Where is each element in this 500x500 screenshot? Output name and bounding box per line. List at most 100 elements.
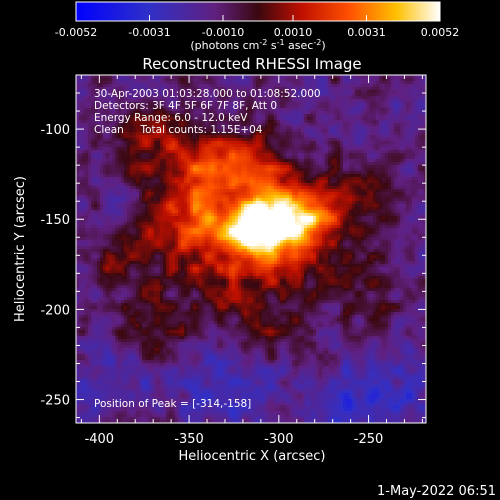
heatmap-cell [253,99,257,103]
heatmap-cell [178,105,182,109]
heatmap-cell [379,165,383,169]
heatmap-cell [211,105,215,109]
heatmap-cell [319,90,323,94]
heatmap-cell [337,177,341,181]
heatmap-cell [193,201,197,205]
heatmap-cell [298,117,302,121]
heatmap-cell [151,177,155,181]
heatmap-cell [241,141,245,145]
heatmap-cell [226,177,230,181]
heatmap-cell [232,87,236,91]
heatmap-cell [253,87,257,91]
heatmap-cell [142,78,146,82]
heatmap-cell [400,84,404,88]
heatmap-cell [373,96,377,100]
heatmap-cell [412,168,416,172]
heatmap-cell [274,144,278,148]
heatmap-cell [229,150,233,154]
heatmap-cell [340,144,344,148]
heatmap-cell [103,81,107,85]
heatmap-cell [349,114,353,118]
heatmap-cell [79,192,83,196]
heatmap-cell [325,81,329,85]
heatmap-cell [334,96,338,100]
heatmap-cell [349,141,353,145]
heatmap-cell [235,126,239,130]
heatmap-cell [403,180,407,184]
heatmap-cell [199,90,203,94]
heatmap-cell [334,75,338,79]
heatmap-cell [211,78,215,82]
heatmap-cell [385,153,389,157]
heatmap-cell [91,171,95,175]
heatmap-cell [367,111,371,115]
heatmap-cell [295,141,299,145]
heatmap-cell [85,147,89,151]
heatmap-cell [412,96,416,100]
heatmap-cell [82,126,86,130]
heatmap-cell [238,150,242,154]
heatmap-cell [211,153,215,157]
heatmap-cell [325,99,329,103]
heatmap-cell [298,138,302,142]
heatmap-cell [196,180,200,184]
heatmap-cell [373,120,377,124]
heatmap-cell [364,105,368,109]
heatmap-cell [415,165,419,169]
heatmap-cell [370,123,374,127]
heatmap-cell [199,81,203,85]
heatmap-cell [307,132,311,136]
heatmap-cell [418,153,422,157]
heatmap-cell [247,132,251,136]
heatmap-cell [214,189,218,193]
heatmap-cell [157,186,161,190]
heatmap-cell [388,93,392,97]
heatmap-cell [349,180,353,184]
heatmap-cell [280,99,284,103]
heatmap-cell [217,153,221,157]
heatmap-cell [373,177,377,181]
heatmap-cell [235,99,239,103]
heatmap-cell [169,138,173,142]
heatmap-cell [199,123,203,127]
heatmap-cell [319,198,323,202]
heatmap-cell [358,192,362,196]
heatmap-cell [256,171,260,175]
heatmap-cell [319,111,323,115]
heatmap-cell [109,93,113,97]
heatmap-cell [265,183,269,187]
heatmap-cell [175,78,179,82]
heatmap-cell [148,144,152,148]
heatmap-cell [220,201,224,205]
heatmap-cell [235,81,239,85]
heatmap-cell [193,174,197,178]
heatmap-cell [118,111,122,115]
heatmap-cell [340,198,344,202]
heatmap-cell [415,180,419,184]
heatmap-cell [292,180,296,184]
heatmap-cell [283,99,287,103]
heatmap-cell [100,114,104,118]
heatmap-cell [199,84,203,88]
heatmap-cell [286,123,290,127]
heatmap-cell [295,105,299,109]
heatmap-cell [175,129,179,133]
heatmap-cell [322,144,326,148]
heatmap-cell [88,162,92,166]
heatmap-cell [118,75,122,79]
heatmap-cell [133,123,137,127]
heatmap-cell [133,96,137,100]
heatmap-cell [241,153,245,157]
heatmap-cell [148,102,152,106]
heatmap-cell [169,105,173,109]
heatmap-cell [406,147,410,151]
heatmap-cell [337,162,341,166]
heatmap-cell [160,75,164,79]
heatmap-cell [418,183,422,187]
heatmap-cell [187,165,191,169]
heatmap-cell [412,75,416,79]
heatmap-cell [97,195,101,199]
heatmap-cell [88,159,92,163]
heatmap-cell [334,183,338,187]
heatmap-cell [151,180,155,184]
